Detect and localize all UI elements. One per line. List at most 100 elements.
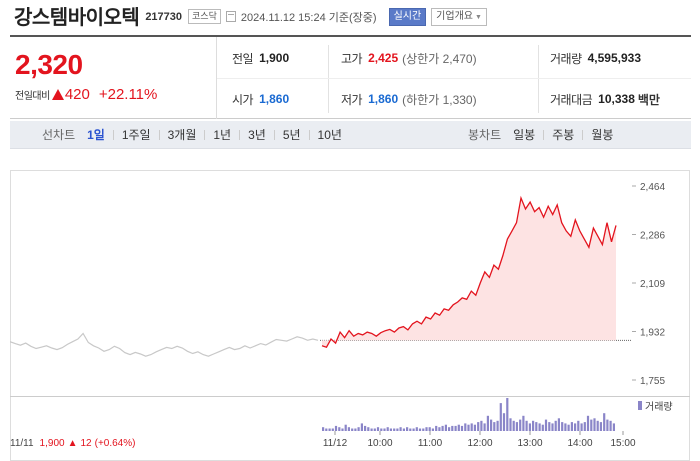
volume-bar bbox=[448, 427, 451, 431]
volume-bar bbox=[451, 425, 454, 431]
volume-bar bbox=[599, 422, 602, 431]
chevron-down-icon: ▼ bbox=[474, 13, 482, 21]
volume-bar bbox=[493, 422, 496, 431]
volume-bar bbox=[441, 425, 444, 431]
candle-options: 봉차트 일봉 주봉 월봉 bbox=[468, 121, 627, 148]
prev-day-price-line bbox=[9, 332, 319, 357]
low-cell: 저가 1,860 (하한가 1,330) bbox=[341, 90, 477, 108]
volume-bar bbox=[322, 427, 325, 431]
line-chart-title: 선차트 bbox=[42, 128, 76, 142]
volume-bar bbox=[370, 428, 373, 431]
today-price-line bbox=[321, 195, 617, 348]
volume-bar bbox=[541, 424, 544, 431]
datetime-text: 2024.11.12 15:24 기준(장중) bbox=[240, 11, 377, 24]
volume-bar bbox=[486, 415, 489, 431]
volume-bar bbox=[525, 420, 528, 431]
company-overview-button[interactable]: 기업개요 ▼ bbox=[431, 7, 487, 26]
company-overview-label: 기업개요 bbox=[436, 10, 473, 22]
up-arrow-icon bbox=[51, 89, 64, 100]
x-tick-label: 15:00 bbox=[610, 438, 635, 449]
volume-bar bbox=[596, 420, 599, 431]
amount-unit: 백만 bbox=[637, 92, 660, 107]
volume-bar bbox=[567, 424, 570, 431]
volume-bar bbox=[383, 428, 386, 431]
period-10y[interactable]: 10년 bbox=[317, 128, 342, 142]
volume-bar bbox=[535, 422, 538, 431]
current-price: 2,320 bbox=[15, 49, 83, 80]
volume-bar bbox=[351, 428, 354, 431]
volume-bar bbox=[515, 422, 518, 431]
volume-bar bbox=[538, 423, 541, 431]
volume-bar bbox=[551, 423, 554, 431]
up-arrow-icon: ▲ bbox=[67, 438, 78, 449]
volume-bar bbox=[473, 424, 476, 431]
open-cell: 시가 1,860 bbox=[232, 90, 289, 108]
divider bbox=[308, 129, 310, 140]
period-3y[interactable]: 3년 bbox=[248, 128, 266, 142]
volume-bar bbox=[354, 428, 357, 431]
divider bbox=[158, 129, 160, 140]
prev-day-close: 1,900 bbox=[39, 438, 65, 449]
today-area-fill bbox=[322, 198, 616, 348]
prev-day-change-pct: (+0.64%) bbox=[94, 438, 136, 449]
x-tick-label: 14:00 bbox=[567, 438, 592, 449]
market-badge: 코스닥 bbox=[188, 9, 221, 24]
volume-bar bbox=[574, 423, 577, 431]
volume-bar bbox=[586, 415, 590, 431]
candle-weekly[interactable]: 주봉 bbox=[552, 128, 575, 142]
divider bbox=[543, 129, 545, 140]
volume-bar bbox=[457, 424, 460, 431]
price-chart[interactable]: 2,464 2,286 2,109 1,932 1,755 11/12 10:00 11:0… bbox=[9, 150, 690, 461]
volume-bar bbox=[557, 418, 560, 431]
volume-bar bbox=[393, 428, 396, 431]
volume-bar bbox=[422, 428, 425, 431]
prev-close-label: 전일 bbox=[232, 51, 254, 66]
volume-bar bbox=[409, 428, 412, 431]
volume-bar bbox=[603, 413, 606, 431]
period-1y[interactable]: 1년 bbox=[213, 128, 232, 142]
volume-bar bbox=[334, 425, 338, 431]
period-1d[interactable]: 1일 bbox=[87, 128, 105, 142]
prev-day-date: 11/11 bbox=[10, 438, 34, 449]
divider bbox=[204, 129, 206, 140]
change-percent: +22.11% bbox=[98, 86, 158, 103]
period-3m[interactable]: 3개월 bbox=[167, 128, 197, 142]
price-area bbox=[322, 198, 616, 348]
volume-bar bbox=[509, 418, 512, 431]
period-1w[interactable]: 1주일 bbox=[121, 128, 151, 142]
volume-bar bbox=[364, 425, 367, 431]
y-tick-label: 1,755 bbox=[640, 376, 665, 387]
volume-bar bbox=[376, 427, 380, 431]
volume-bar bbox=[435, 425, 438, 431]
prev-day-change: 12 bbox=[80, 438, 92, 449]
x-tick-label: 11:00 bbox=[418, 438, 443, 449]
volume-legend: 거래량 bbox=[638, 398, 673, 413]
candle-daily[interactable]: 일봉 bbox=[513, 128, 536, 142]
candle-chart-title: 봉차트 bbox=[468, 128, 502, 142]
high-value: 2,425 bbox=[368, 51, 399, 65]
price-summary: 2,320 전일대비 420 +22.11% 전일 1,900 고가 2,425… bbox=[10, 35, 691, 119]
divider bbox=[112, 129, 114, 140]
volume-bar bbox=[499, 403, 502, 431]
stock-name[interactable]: 강스템바이오텍 bbox=[14, 6, 140, 29]
volume-bar bbox=[438, 427, 441, 431]
volume-bar bbox=[470, 423, 473, 431]
calendar-icon bbox=[225, 11, 236, 22]
divider bbox=[538, 45, 539, 113]
volume-legend-label: 거래량 bbox=[645, 402, 673, 413]
volume-bar bbox=[360, 423, 363, 431]
volume-cell: 거래량 4,595,933 bbox=[550, 49, 641, 67]
volume-bar bbox=[431, 428, 434, 431]
x-axis-ticks: 11/12 10:00 11:00 12:00 13:00 14:00 15:00 bbox=[323, 431, 636, 449]
volume-bar bbox=[344, 424, 347, 431]
candle-monthly[interactable]: 월봉 bbox=[591, 128, 614, 142]
volume-bar bbox=[593, 418, 596, 431]
volume-bar bbox=[506, 398, 509, 431]
volume-bar bbox=[399, 427, 402, 431]
volume-bar bbox=[428, 427, 431, 431]
realtime-button[interactable]: 실시간 bbox=[388, 7, 427, 26]
period-5y[interactable]: 5년 bbox=[282, 128, 301, 142]
volume-bar bbox=[548, 422, 551, 431]
volume-bars bbox=[322, 398, 615, 431]
volume-bar bbox=[341, 428, 344, 431]
